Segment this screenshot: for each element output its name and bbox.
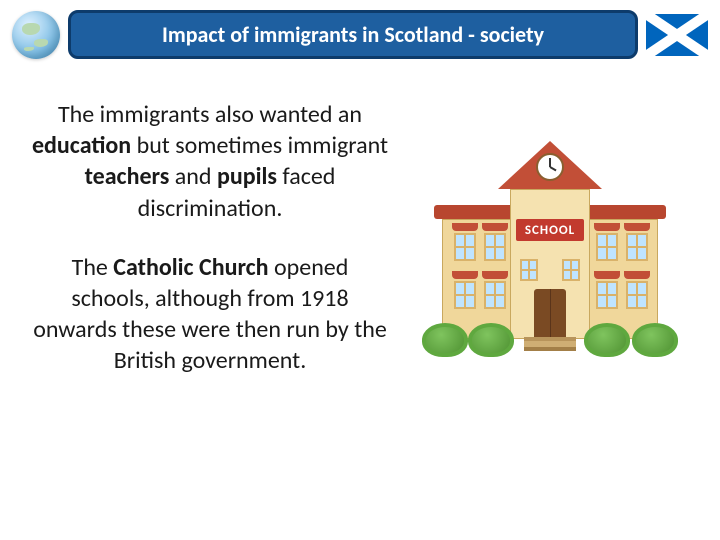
- school-sign: SCHOOL: [516, 219, 584, 241]
- bush-icon: [422, 323, 468, 357]
- awning: [624, 271, 650, 279]
- bold-pupils: pupils: [217, 162, 277, 191]
- school-sign-label: SCHOOL: [525, 223, 575, 238]
- globe-icon: [12, 11, 60, 59]
- page-title: Impact of immigrants in Scotland - socie…: [162, 21, 544, 48]
- text: The immigrants also wanted an: [58, 100, 362, 129]
- awning: [482, 223, 508, 231]
- text: but sometimes immigrant: [131, 131, 388, 160]
- scotland-flag-icon: [646, 14, 708, 56]
- window-icon: [454, 233, 476, 261]
- illustration-column: SCHOOL: [410, 99, 690, 405]
- awning: [452, 223, 478, 231]
- window-icon: [454, 281, 476, 309]
- roof-right: [580, 205, 666, 219]
- bold-catholic-church: Catholic Church: [113, 253, 268, 282]
- bushes: [420, 323, 680, 357]
- text: The: [72, 253, 114, 282]
- window-icon: [626, 281, 648, 309]
- paragraph-2: The Catholic Church opened schools, alth…: [30, 252, 390, 377]
- paragraph-1: The immigrants also wanted an education …: [30, 99, 390, 224]
- window-icon: [520, 259, 538, 281]
- bush-icon: [584, 323, 630, 357]
- title-bar: Impact of immigrants in Scotland - socie…: [68, 10, 638, 59]
- clock-icon: [536, 153, 564, 181]
- text-column: The immigrants also wanted an education …: [30, 99, 390, 405]
- awning: [594, 223, 620, 231]
- bush-icon: [468, 323, 514, 357]
- awning: [452, 271, 478, 279]
- header: Impact of immigrants in Scotland - socie…: [0, 0, 720, 69]
- window-icon: [596, 233, 618, 261]
- window-icon: [484, 281, 506, 309]
- school-illustration: SCHOOL: [420, 99, 680, 359]
- bold-teachers: teachers: [85, 162, 170, 191]
- awning: [482, 271, 508, 279]
- bold-education: education: [32, 131, 131, 160]
- window-icon: [596, 281, 618, 309]
- window-icon: [626, 233, 648, 261]
- text: and: [169, 162, 217, 191]
- roof-left: [434, 205, 520, 219]
- awning: [624, 223, 650, 231]
- bush-icon: [632, 323, 678, 357]
- window-icon: [484, 233, 506, 261]
- window-icon: [562, 259, 580, 281]
- awning: [594, 271, 620, 279]
- content: The immigrants also wanted an education …: [0, 69, 720, 425]
